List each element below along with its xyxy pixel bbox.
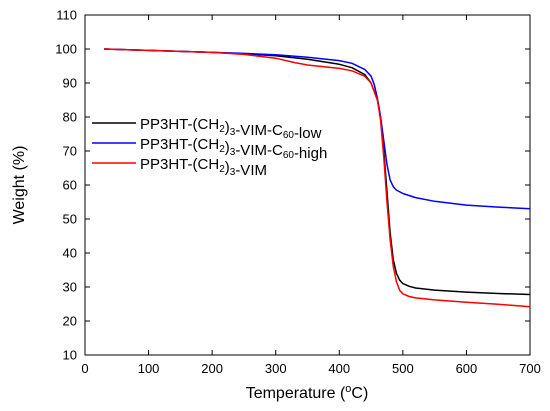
y-axis-ticks: 10 20 30 40 50 60 70 80 90 100 110 — [55, 8, 530, 363]
series-layer — [104, 48, 531, 308]
series-line-2 — [104, 48, 531, 308]
y-tick-label: 40 — [63, 246, 77, 261]
x-tick-label: 0 — [81, 361, 88, 376]
plot-area-frame — [84, 14, 531, 356]
x-tick-label: 100 — [138, 361, 160, 376]
y-tick-label: 110 — [56, 8, 77, 23]
y-tick-label: 60 — [63, 178, 77, 193]
y-axis-title: Weight (%) — [11, 146, 28, 225]
y-tick-label: 70 — [63, 144, 77, 159]
y-tick-label: 90 — [63, 76, 77, 91]
x-tick-label: 600 — [456, 361, 478, 376]
legend-label-0: PP3HT-(CH2)3-VIM-C60-low — [140, 116, 322, 142]
x-tick-label: 200 — [201, 361, 223, 376]
legend-label-2: PP3HT-(CH2)3-VIM — [140, 156, 267, 179]
legend: PP3HT-(CH2)3-VIM-C60-lowPP3HT-(CH2)3-VIM… — [92, 116, 327, 179]
y-tick-label: 100 — [55, 42, 77, 57]
x-tick-label: 500 — [392, 361, 414, 376]
x-axis-title: Temperature (oC) — [246, 383, 369, 402]
x-tick-label: 700 — [519, 361, 541, 376]
x-tick-label: 400 — [328, 361, 350, 376]
y-tick-label: 10 — [63, 348, 77, 363]
y-tick-label: 50 — [63, 212, 77, 227]
x-axis-ticks: 0 100 200 300 400 500 600 700 — [81, 15, 541, 376]
x-tick-label: 300 — [265, 361, 287, 376]
y-tick-label: 80 — [63, 110, 77, 125]
y-tick-label: 20 — [63, 314, 77, 329]
y-tick-label: 30 — [63, 280, 77, 295]
legend-label-1: PP3HT-(CH2)3-VIM-C60-high — [140, 136, 327, 162]
